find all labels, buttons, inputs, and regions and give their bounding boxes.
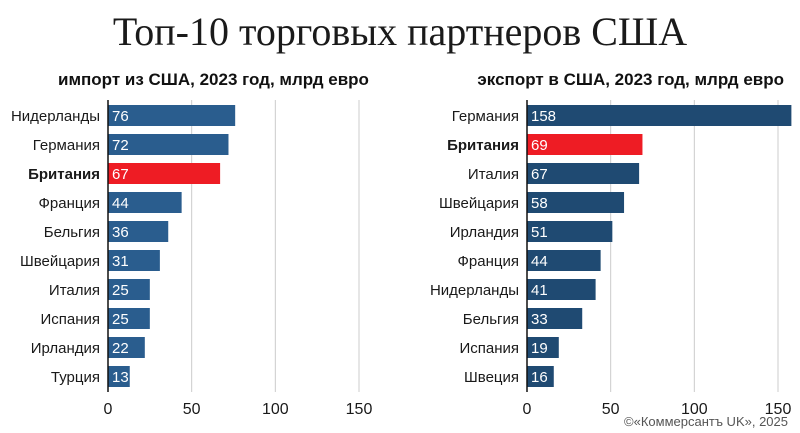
export-value-label: 58	[531, 195, 548, 212]
import-category-label: Франция	[39, 195, 100, 212]
export-category-label: Британия	[447, 137, 519, 154]
import-bar	[108, 308, 150, 329]
import-tick-label: 0	[104, 401, 113, 418]
export-value-label: 67	[531, 166, 548, 183]
export-category-label: Бельгия	[463, 311, 519, 328]
import-value-label: 76	[112, 108, 129, 125]
import-bar	[108, 134, 229, 155]
export-bar	[527, 250, 601, 271]
import-bar	[108, 105, 236, 126]
export-category-label: Франция	[458, 253, 519, 270]
import-value-label: 25	[112, 282, 129, 299]
import-bar	[108, 250, 160, 271]
export-value-label: 158	[531, 108, 556, 125]
export-bar	[527, 163, 640, 184]
export-value-label: 41	[531, 282, 548, 299]
export-value-label: 19	[531, 340, 548, 357]
export-tick-label: 50	[602, 401, 620, 418]
import-category-label: Италия	[49, 282, 100, 299]
export-bar	[527, 366, 554, 387]
import-bar	[108, 337, 145, 358]
page-title: Топ-10 торговых партнеров США	[112, 9, 688, 54]
import-value-label: 36	[112, 224, 129, 241]
export-bar	[527, 134, 643, 155]
export-bar	[527, 221, 613, 242]
import-category-label: Ирландия	[31, 340, 100, 357]
export-tick-label: 150	[765, 401, 792, 418]
import-value-label: 25	[112, 311, 129, 328]
export-category-label: Нидерланды	[430, 282, 519, 299]
export-bar	[527, 308, 583, 329]
export-chart: 158 Германия 69 Британия 67 Италия 58 Швейцария…	[430, 100, 792, 418]
credit: ©«Коммерсантъ UK», 2025	[624, 414, 788, 429]
import-value-label: 13	[112, 369, 129, 386]
export-category-label: Швеция	[464, 369, 519, 386]
export-bar	[527, 279, 596, 300]
export-bar	[527, 192, 625, 213]
export-value-label: 69	[531, 137, 548, 154]
export-chart-subtitle: экспорт в США, 2023 год, млрд евро	[477, 70, 784, 89]
export-bar	[527, 105, 792, 126]
import-tick-label: 100	[262, 401, 289, 418]
import-tick-label: 50	[183, 401, 201, 418]
export-tick-label: 0	[523, 401, 532, 418]
export-category-label: Италия	[468, 166, 519, 183]
import-category-label: Испания	[40, 311, 100, 328]
import-bar	[108, 192, 182, 213]
import-tick-label: 150	[346, 401, 373, 418]
import-category-label: Бельгия	[44, 224, 100, 241]
export-value-label: 44	[531, 253, 548, 270]
import-category-label: Швейцария	[20, 253, 100, 270]
import-bar	[108, 279, 150, 300]
import-category-label: Германия	[33, 137, 100, 154]
import-bar	[108, 163, 221, 184]
export-tick-label: 100	[681, 401, 708, 418]
import-category-label: Британия	[28, 166, 100, 183]
export-category-label: Швейцария	[439, 195, 519, 212]
export-value-label: 33	[531, 311, 548, 328]
export-value-label: 51	[531, 224, 548, 241]
import-category-label: Нидерланды	[11, 108, 100, 125]
import-value-label: 22	[112, 340, 129, 357]
export-value-label: 16	[531, 369, 548, 386]
import-bar	[108, 366, 130, 387]
export-category-label: Ирландия	[450, 224, 519, 241]
import-category-label: Турция	[51, 369, 100, 386]
import-value-label: 67	[112, 166, 129, 183]
import-value-label: 44	[112, 195, 129, 212]
export-category-label: Германия	[452, 108, 519, 125]
import-chart: 76 Нидерланды 72 Германия 67 Британия 44 Франци…	[11, 100, 373, 418]
export-category-label: Испания	[459, 340, 519, 357]
export-bar	[527, 337, 559, 358]
import-value-label: 31	[112, 253, 129, 270]
import-value-label: 72	[112, 137, 129, 154]
import-bar	[108, 221, 169, 242]
import-chart-subtitle: импорт из США, 2023 год, млрд евро	[58, 70, 369, 89]
